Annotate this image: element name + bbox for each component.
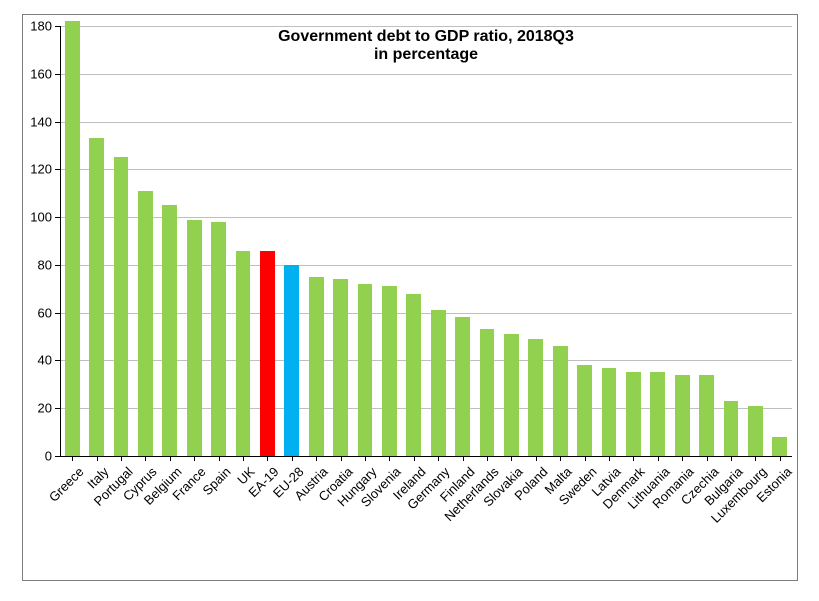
plot-area [60, 26, 792, 456]
bar [309, 277, 324, 456]
y-tick-label: 60 [20, 305, 52, 320]
x-tickmark [609, 456, 610, 461]
bar [162, 205, 177, 456]
bar [431, 310, 446, 456]
bar [406, 294, 421, 456]
bars-container [60, 26, 792, 456]
x-tickmark [219, 456, 220, 461]
y-tick-label: 100 [20, 210, 52, 225]
bar [650, 372, 665, 456]
x-tickmark [780, 456, 781, 461]
x-tickmark [511, 456, 512, 461]
y-tick-label: 20 [20, 401, 52, 416]
x-tickmark [145, 456, 146, 461]
y-tick-label: 160 [20, 66, 52, 81]
bar [114, 157, 129, 456]
x-tickmark [267, 456, 268, 461]
bar [211, 222, 226, 456]
x-tickmark [414, 456, 415, 461]
x-tickmark [243, 456, 244, 461]
x-tickmark [170, 456, 171, 461]
bar [138, 191, 153, 456]
x-tickmark [463, 456, 464, 461]
bar [236, 251, 251, 456]
y-tick-label: 40 [20, 353, 52, 368]
bar [748, 406, 763, 456]
x-tickmark [438, 456, 439, 461]
x-tickmark [707, 456, 708, 461]
y-tick-label: 140 [20, 114, 52, 129]
bar [528, 339, 543, 456]
bar [626, 372, 641, 456]
x-tickmark [365, 456, 366, 461]
x-tickmark [487, 456, 488, 461]
x-tickmark [682, 456, 683, 461]
x-tickmark [536, 456, 537, 461]
bar [455, 317, 470, 456]
y-axis-line [60, 26, 61, 456]
x-tickmark [585, 456, 586, 461]
bar [724, 401, 739, 456]
bar [89, 138, 104, 456]
bar [358, 284, 373, 456]
y-tick-label: 80 [20, 257, 52, 272]
y-tick-label: 180 [20, 19, 52, 34]
x-tickmark [731, 456, 732, 461]
bar [187, 220, 202, 457]
bar [480, 329, 495, 456]
bar [699, 375, 714, 456]
bar [284, 265, 299, 456]
y-tick-label: 0 [20, 449, 52, 464]
bar [65, 21, 80, 456]
x-tickmark [389, 456, 390, 461]
bar [333, 279, 348, 456]
x-tickmark [121, 456, 122, 461]
x-tickmark [755, 456, 756, 461]
x-tickmark [341, 456, 342, 461]
bar [260, 251, 275, 456]
bar [772, 437, 787, 456]
bar [602, 368, 617, 456]
x-tickmark [658, 456, 659, 461]
y-tick-label: 120 [20, 162, 52, 177]
bar [382, 286, 397, 456]
x-tickmark [194, 456, 195, 461]
x-tickmark [72, 456, 73, 461]
bar [504, 334, 519, 456]
bar [675, 375, 690, 456]
x-tickmark [633, 456, 634, 461]
bar [553, 346, 568, 456]
x-tickmark [97, 456, 98, 461]
x-tickmark [560, 456, 561, 461]
bar [577, 365, 592, 456]
x-tickmark [292, 456, 293, 461]
x-tickmark [316, 456, 317, 461]
